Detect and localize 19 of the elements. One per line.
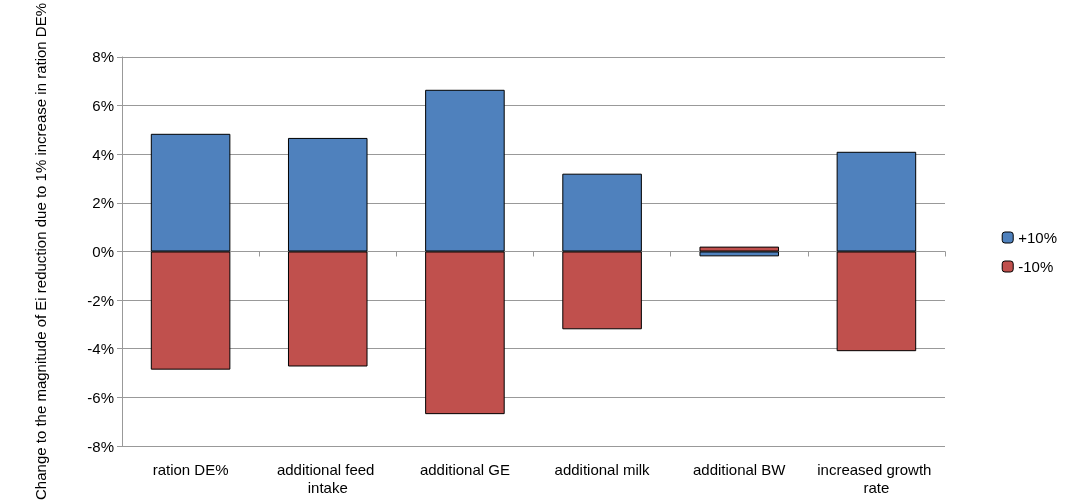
y-tick-label: -2% xyxy=(87,291,114,309)
y-tick-label: 4% xyxy=(92,145,114,163)
y-tick-label: -4% xyxy=(87,340,114,358)
y-tick-label: 8% xyxy=(92,48,114,66)
x-tick-label: increased growth rate xyxy=(817,460,936,496)
legend-label: -10% xyxy=(1018,258,1054,275)
y-tick-label: -6% xyxy=(87,388,114,406)
x-tick-label: additional feed intake xyxy=(276,460,379,496)
y-axis-title: Change to the magnitude of Ei reduction due to 1% increase in ration DE% xyxy=(32,2,49,500)
x-tick-label: ration DE% xyxy=(152,460,229,478)
bar xyxy=(699,246,780,252)
y-tick-label: 2% xyxy=(92,194,114,212)
x-tick-label: additional BW xyxy=(692,460,787,478)
y-tick-label: 6% xyxy=(92,97,114,115)
legend-label: +10% xyxy=(1018,229,1058,246)
y-tick-label: 0% xyxy=(92,242,114,260)
x-tick-label: additional GE xyxy=(419,460,510,478)
y-tick-label: -8% xyxy=(87,437,114,455)
x-tick-label: additional milk xyxy=(554,460,651,478)
